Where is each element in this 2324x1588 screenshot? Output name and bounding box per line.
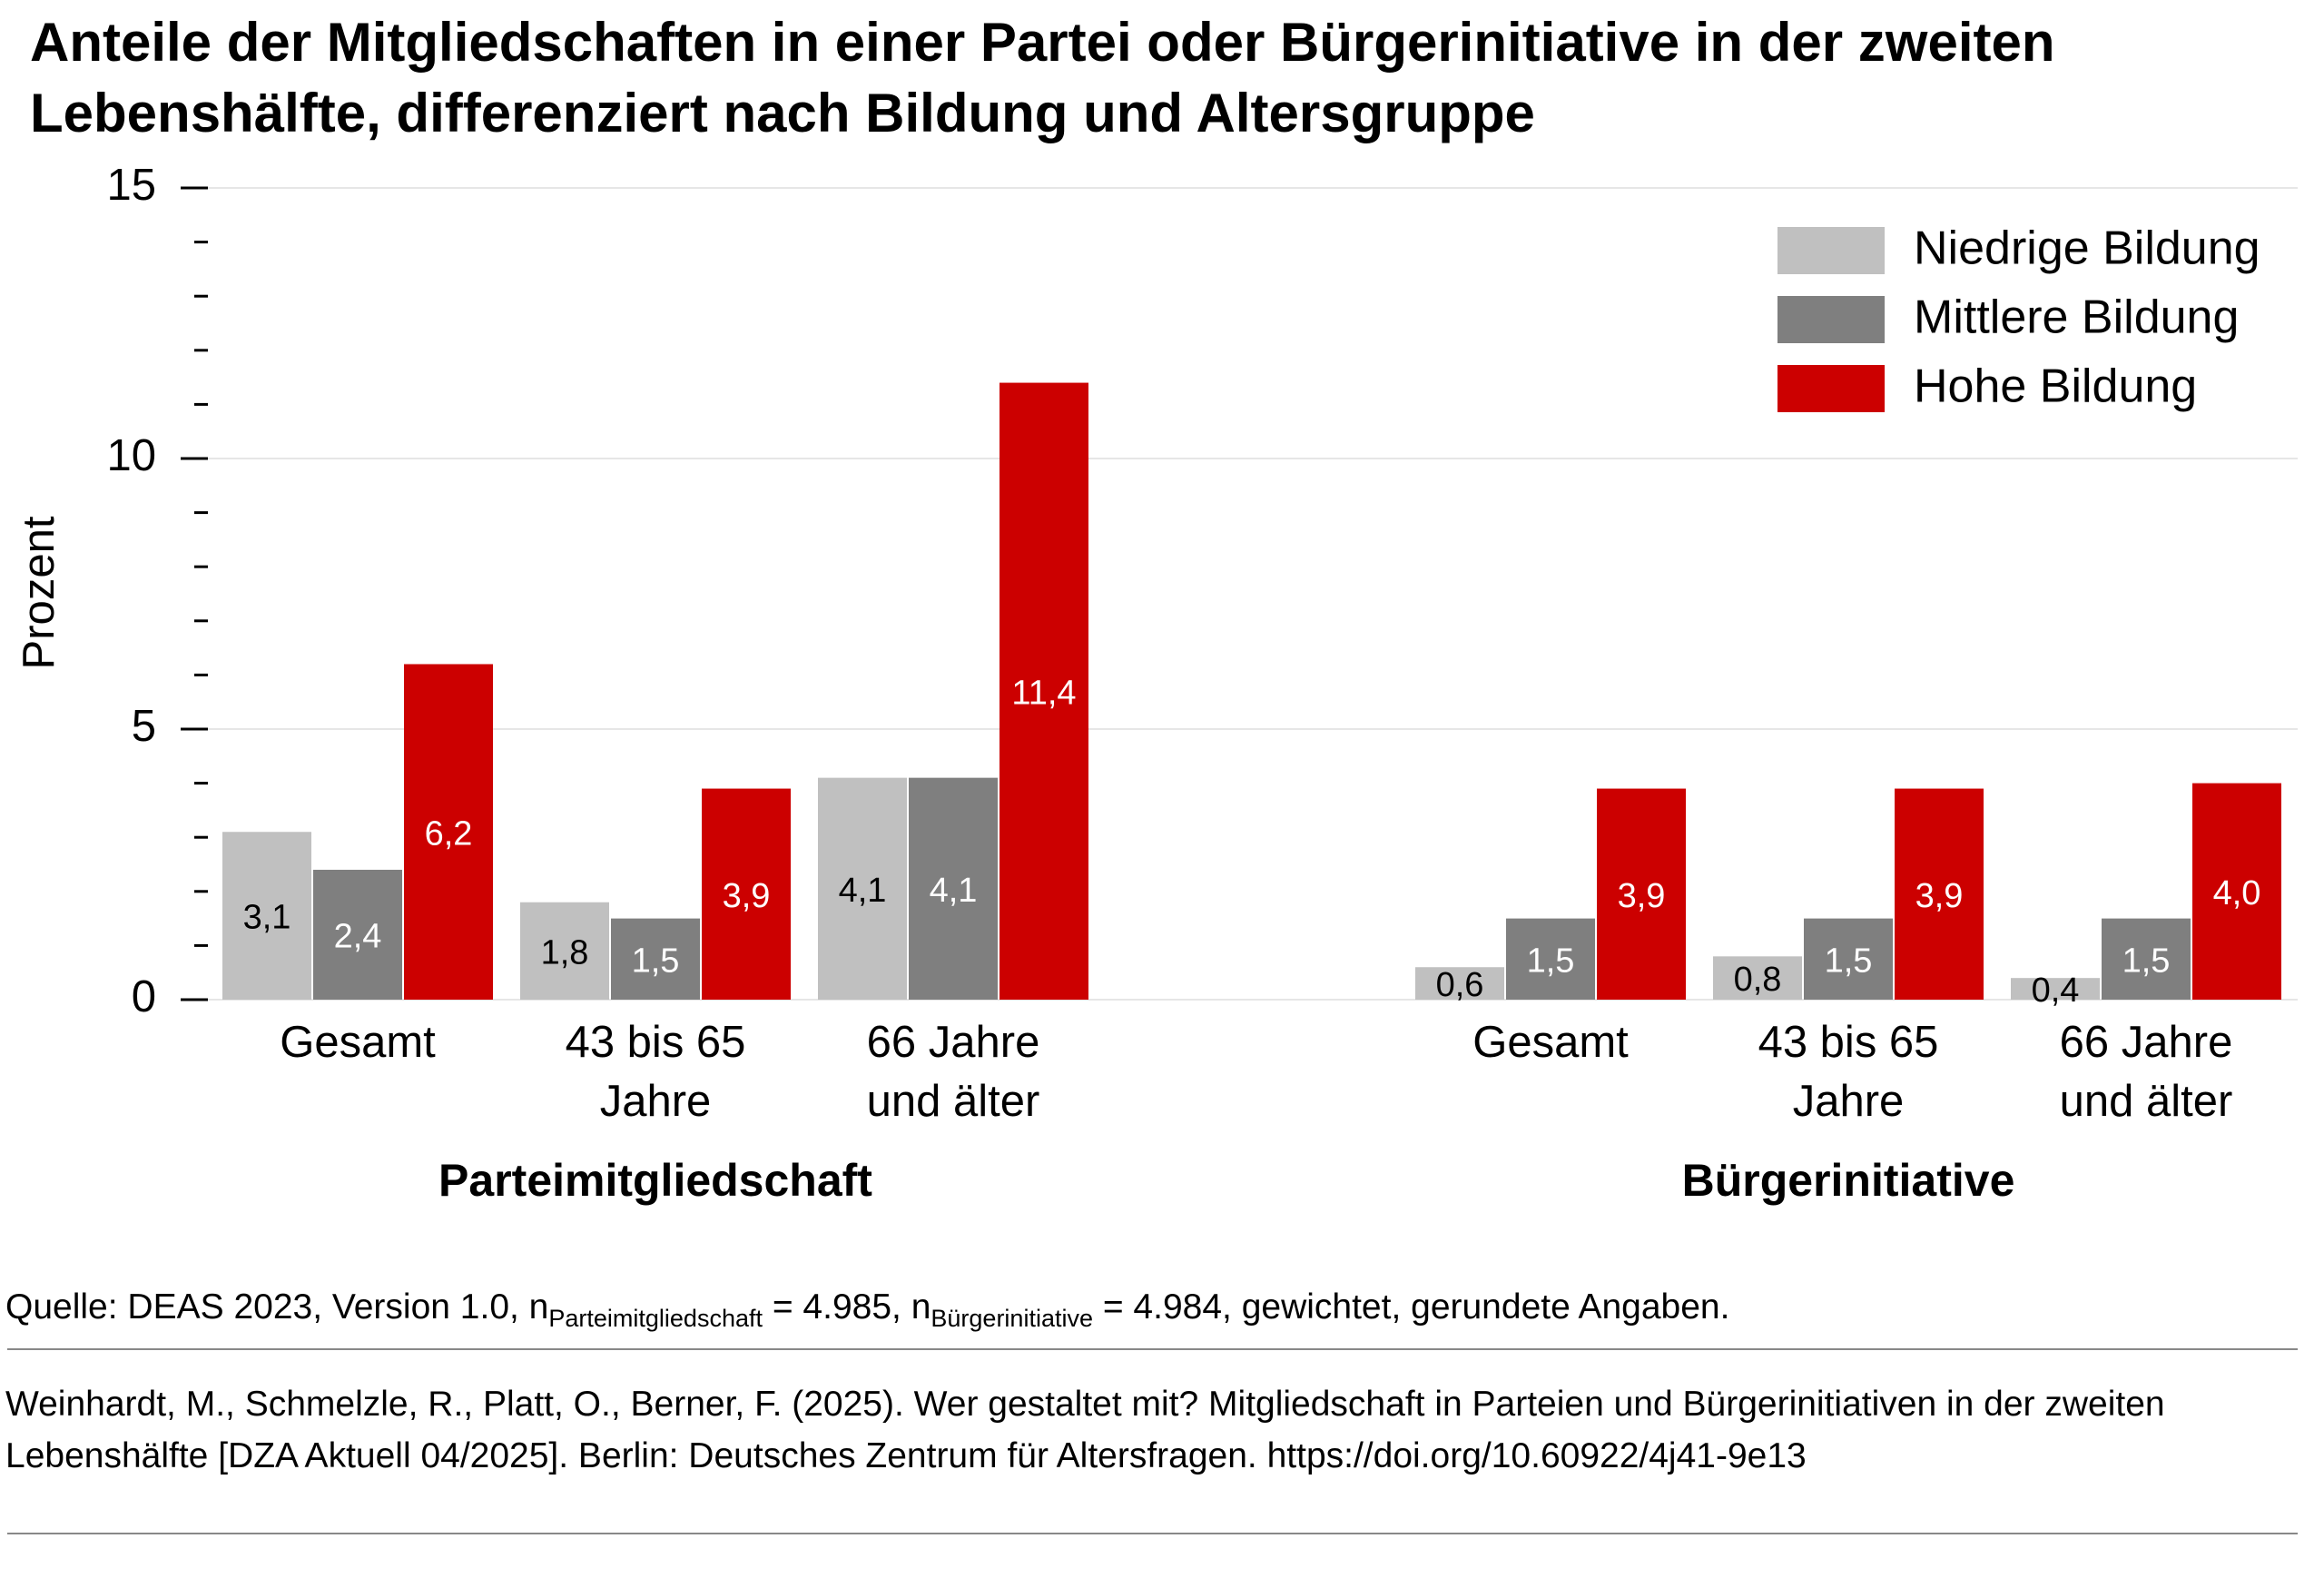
y-tick-label: 10 bbox=[106, 431, 156, 480]
legend-swatch bbox=[1777, 227, 1885, 274]
bar bbox=[909, 777, 998, 1000]
value-label: 1,5 bbox=[1527, 942, 1575, 980]
x-tick-label: Gesamt bbox=[280, 1018, 436, 1067]
x-tick-label: 66 Jahre und älter bbox=[866, 1018, 1040, 1126]
value-label: 1,5 bbox=[2122, 942, 2171, 980]
bar bbox=[1000, 382, 1088, 1000]
source-note: Quelle: DEAS 2023, Version 1.0, nParteim… bbox=[5, 1287, 1729, 1333]
y-tick-label: 15 bbox=[106, 161, 156, 210]
y-tick-label: 5 bbox=[132, 702, 156, 751]
value-label: 0,6 bbox=[1436, 966, 1484, 1004]
source-text: = 4.985, n bbox=[762, 1287, 931, 1327]
bar bbox=[818, 777, 907, 1000]
value-label: 4,0 bbox=[2213, 874, 2261, 912]
panel-title: Parteimitgliedschaft bbox=[438, 1155, 872, 1206]
separator bbox=[7, 1348, 2298, 1350]
legend-swatch bbox=[1777, 365, 1885, 412]
value-label: 11,4 bbox=[1011, 674, 1076, 712]
legend-label: Niedrige Bildung bbox=[1914, 222, 2260, 275]
value-label: 6,2 bbox=[425, 814, 473, 853]
bar bbox=[2192, 783, 2281, 1000]
bar bbox=[404, 664, 493, 1000]
bar bbox=[313, 869, 402, 1000]
chart: 0 5 10 15 Prozent 3,1 2,4 6,2 1,8 1,5 3,9 4,1 4,1 11,… bbox=[15, 161, 2298, 1206]
bar bbox=[1713, 956, 1802, 1000]
value-label: 1,5 bbox=[632, 942, 680, 980]
panel-title: Bürgerinitiative bbox=[1682, 1155, 2015, 1206]
bar bbox=[2102, 918, 2191, 1000]
source-subscript: Bürgerinitiative bbox=[931, 1304, 1093, 1332]
citation: Weinhardt, M., Schmelzle, R., Platt, O.,… bbox=[5, 1385, 2165, 1475]
bar bbox=[2011, 978, 2100, 1000]
x-tick-label: 43 bis 65 Jahre bbox=[565, 1018, 746, 1126]
chart-title: Anteile der Mitgliedschaften in einer Pa… bbox=[30, 12, 2055, 143]
legend-label: Hohe Bildung bbox=[1914, 360, 2197, 413]
value-label: 3,1 bbox=[243, 899, 291, 937]
bar bbox=[1506, 918, 1595, 1000]
value-label: 2,4 bbox=[334, 918, 382, 956]
source-text: = 4.984, gewichtet, gerundete Angaben. bbox=[1092, 1287, 1730, 1327]
bar bbox=[702, 788, 791, 1000]
value-label: 3,9 bbox=[1618, 877, 1666, 915]
bar bbox=[1415, 967, 1504, 1000]
value-label: 3,9 bbox=[1915, 877, 1964, 915]
x-tick-label: 66 Jahre und älter bbox=[2059, 1018, 2233, 1126]
value-label: 0,4 bbox=[2032, 972, 2080, 1010]
x-tick-label: 43 bis 65 Jahre bbox=[1758, 1018, 1939, 1126]
value-label: 4,1 bbox=[930, 872, 978, 910]
x-tick-label: Gesamt bbox=[1472, 1018, 1629, 1067]
bar bbox=[520, 902, 609, 1000]
legend-swatch bbox=[1777, 296, 1885, 343]
bar bbox=[1895, 788, 1984, 1000]
source-subscript: Parteimitgliedschaft bbox=[548, 1304, 763, 1332]
value-label: 1,5 bbox=[1825, 942, 1873, 980]
y-axis-label: Prozent bbox=[15, 516, 64, 669]
source-text: Quelle: DEAS 2023, Version 1.0, n bbox=[5, 1287, 549, 1327]
y-tick-label: 0 bbox=[132, 972, 156, 1021]
bar bbox=[1597, 788, 1686, 1000]
value-label: 3,9 bbox=[723, 877, 771, 915]
bar bbox=[611, 918, 700, 1000]
legend-label: Mittlere Bildung bbox=[1914, 291, 2239, 344]
separator bbox=[7, 1533, 2298, 1534]
value-label: 4,1 bbox=[839, 872, 887, 910]
bar bbox=[222, 832, 311, 1000]
bar bbox=[1804, 918, 1893, 1000]
value-label: 0,8 bbox=[1734, 961, 1782, 999]
value-label: 1,8 bbox=[541, 933, 589, 972]
